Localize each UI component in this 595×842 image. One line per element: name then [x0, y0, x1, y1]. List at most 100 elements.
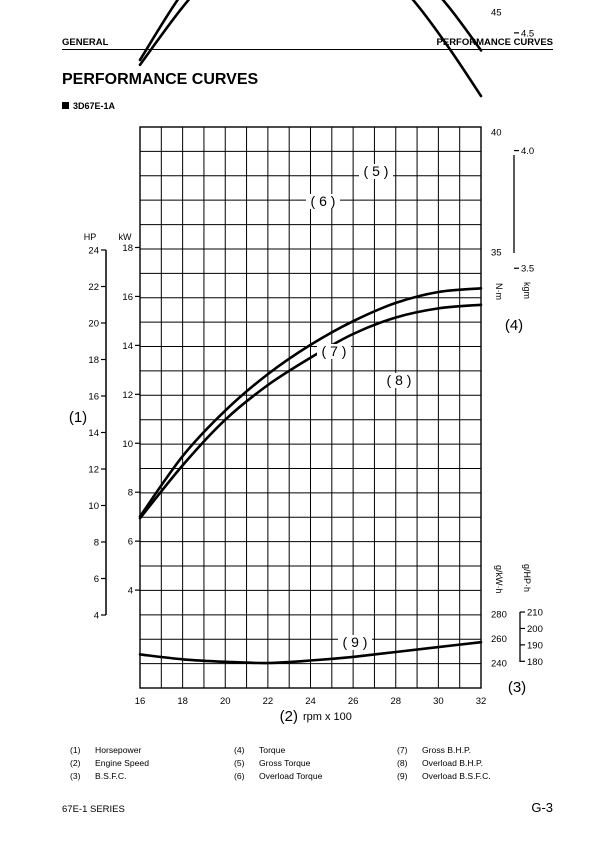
- hp-tick-label: 20: [88, 319, 99, 330]
- nm-tick-label: 35: [491, 248, 502, 259]
- legend-label: Horsepower: [95, 745, 142, 755]
- plot-frame: [139, 126, 482, 689]
- gross-torque-curve: [138, 0, 483, 62]
- legend-num: (2): [70, 758, 81, 768]
- ghph-tick-label: 200: [527, 624, 543, 635]
- curve-tag-gross-b-h-p: ( 7 ): [322, 343, 347, 359]
- legend-label: Overload B.S.F.C.: [422, 771, 491, 781]
- legend-item: (5) Gross Torque: [234, 757, 322, 770]
- header-rule: [62, 49, 553, 50]
- x-tick-label: 30: [433, 696, 444, 707]
- legend-num: (8): [397, 758, 408, 768]
- legend-label: Gross Torque: [259, 758, 311, 768]
- curve-tag-background: [338, 635, 372, 650]
- hp-tick-label: 22: [88, 282, 99, 293]
- overload-torque-curve: [138, 0, 483, 98]
- legend-label: Overload Torque: [259, 771, 323, 781]
- footer-series: 67E-1 SERIES: [62, 804, 125, 815]
- x-tick-label: 20: [220, 696, 231, 707]
- nm-axis-unit: N·m: [494, 283, 504, 300]
- x-axis-tag: (2): [280, 708, 298, 725]
- x-tick-label: 32: [476, 696, 487, 707]
- header-chapter: PERFORMANCE CURVES: [436, 37, 553, 48]
- legend-item: (9) Overload B.S.F.C.: [397, 770, 491, 783]
- gkwh-tick-label: 260: [491, 634, 507, 645]
- hp-tick-label: 8: [94, 538, 99, 549]
- gkwh-axis-unit: g/kW·h: [494, 565, 504, 594]
- x-tick-label: 18: [177, 696, 188, 707]
- header-section: GENERAL: [62, 37, 109, 48]
- bsfc-axis-tag: (3): [508, 679, 526, 696]
- kgm-tick-label: 4.0: [521, 146, 534, 157]
- curve-tag-gross-torque: ( 5 ): [364, 163, 389, 179]
- legend-num: (6): [234, 771, 245, 781]
- legend-item: (3) B.S.F.C.: [70, 770, 149, 783]
- square-bullet-icon: [62, 102, 69, 109]
- legend-label: Torque: [259, 745, 286, 755]
- gkwh-tick-label: 240: [491, 659, 507, 670]
- x-tick-label: 28: [390, 696, 401, 707]
- curve-tag-overload-b-s-f-c: ( 9 ): [343, 634, 368, 650]
- overload-b-h-p-curve: [138, 303, 483, 520]
- x-tick-label: 24: [305, 696, 316, 707]
- curve-tag-background: [317, 344, 351, 359]
- footer-page-number: G-3: [531, 800, 553, 815]
- model-name: 3D67E-1A: [73, 101, 116, 111]
- hp-axis-unit: HP: [84, 232, 97, 242]
- legend-label: Engine Speed: [95, 758, 149, 768]
- legend-label: B.S.F.C.: [95, 771, 127, 781]
- legend-item: (8) Overload B.H.P.: [397, 757, 491, 770]
- kw-tick-label: 6: [128, 537, 133, 548]
- curve-tag-background: [359, 164, 393, 179]
- kw-tick-label: 8: [128, 488, 133, 499]
- kw-axis-unit: kW: [119, 232, 133, 242]
- legend-column-1: (1) Horsepower (2) Engine Speed (3) B.S.F.C…: [70, 744, 149, 783]
- hp-tick-label: 6: [94, 574, 99, 585]
- curve-tag-overload-b-h-p: ( 8 ): [387, 372, 412, 388]
- hp-tick-label: 4: [94, 611, 99, 622]
- hp-tick-label: 14: [88, 428, 99, 439]
- kgm-axis-unit: kgm: [522, 282, 532, 299]
- overload-b-s-f-c-curve: [138, 640, 483, 665]
- legend-column-3: (7) Gross B.H.P. (8) Overload B.H.P. (9) Ov…: [397, 744, 491, 783]
- hp-tick-label: 16: [88, 392, 99, 403]
- legend-label: Overload B.H.P.: [422, 758, 483, 768]
- page-title: PERFORMANCE CURVES: [62, 71, 259, 88]
- x-axis-label: rpm x 100: [303, 711, 352, 723]
- kgm-tick-label: 3.5: [521, 264, 534, 275]
- x-tick-label: 22: [263, 696, 274, 707]
- ghph-tick-label: 210: [527, 608, 543, 619]
- x-tick-label: 26: [348, 696, 359, 707]
- hp-tick-label: 24: [88, 246, 99, 257]
- legend-num: (9): [397, 771, 408, 781]
- kw-tick-label: 16: [122, 292, 133, 303]
- legend-item: (2) Engine Speed: [70, 757, 149, 770]
- kgm-tick-label: 4.5: [521, 28, 534, 39]
- gkwh-tick-label: 280: [491, 610, 507, 621]
- torque-axis-tag: (4): [505, 317, 523, 334]
- legend-num: (7): [397, 745, 408, 755]
- curve-tag-overload-torque: ( 6 ): [311, 193, 336, 209]
- kw-tick-label: 12: [122, 390, 133, 401]
- legend-column-2: (4) Torque (5) Gross Torque (6) Overload To…: [234, 744, 322, 783]
- legend-item: (7) Gross B.H.P.: [397, 744, 491, 757]
- legend-item: (4) Torque: [234, 744, 322, 757]
- kw-tick-label: 18: [122, 243, 133, 254]
- ghph-tick-label: 190: [527, 640, 543, 651]
- ghph-axis-unit: g/HP·h: [522, 564, 532, 592]
- hp-tick-label: 12: [88, 465, 99, 476]
- curve-tag-background: [306, 194, 340, 209]
- curve-tag-background: [382, 373, 416, 388]
- legend-num: (3): [70, 771, 81, 781]
- power-axis-tag: (1): [69, 409, 87, 426]
- legend-label: Gross B.H.P.: [422, 745, 472, 755]
- kw-tick-label: 4: [128, 586, 133, 597]
- legend-item: (1) Horsepower: [70, 744, 149, 757]
- legend-num: (5): [234, 758, 245, 768]
- nm-tick-label: 40: [491, 128, 502, 139]
- nm-tick-label: 45: [491, 8, 502, 19]
- kw-tick-label: 10: [122, 439, 133, 450]
- gross-b-h-p-curve: [138, 287, 483, 518]
- hp-tick-label: 18: [88, 355, 99, 366]
